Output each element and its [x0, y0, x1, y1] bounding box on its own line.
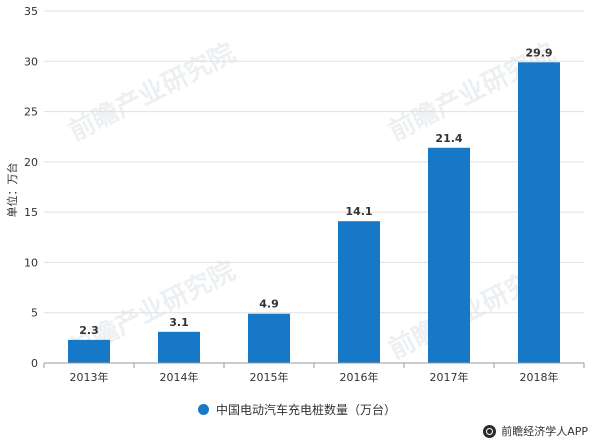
- credit: 前瞻经济学人APP: [483, 423, 588, 439]
- legend: 中国电动汽车充电桩数量（万台）: [0, 401, 594, 418]
- y-axis-label: 单位：万台: [5, 163, 19, 218]
- bar: [248, 313, 290, 363]
- legend-label: 中国电动汽车充电桩数量（万台）: [215, 403, 396, 417]
- y-tick-label: 35: [24, 5, 38, 18]
- bar: [158, 331, 200, 363]
- x-tick-label: 2014年: [160, 370, 199, 384]
- y-tick-label: 15: [24, 206, 38, 219]
- bar-value-label: 29.9: [525, 46, 552, 59]
- y-tick-label: 0: [31, 357, 38, 370]
- x-tick-label: 2017年: [430, 370, 469, 384]
- y-tick-label: 25: [24, 106, 38, 119]
- bar: [338, 221, 380, 363]
- bar: [428, 147, 470, 363]
- legend-marker: [197, 404, 209, 415]
- y-tick-label: 5: [31, 307, 38, 320]
- x-axis-ticks: 2013年 2014年 2015年 2016年 2017年 2018年: [43, 363, 585, 384]
- bar-value-label: 21.4: [435, 132, 462, 145]
- credit-text: 前瞻经济学人APP: [501, 425, 588, 438]
- value-labels: 2.3 3.1 4.9 14.1 21.4 29.9: [79, 46, 552, 337]
- bar: [68, 339, 110, 363]
- y-tick-label: 20: [24, 156, 38, 169]
- y-axis-ticks: 0 5 10 15 20 25 30 35: [24, 5, 38, 370]
- x-tick-label: 2016年: [340, 370, 379, 384]
- app-logo-icon: [483, 424, 497, 438]
- bar-value-label: 14.1: [345, 205, 372, 218]
- bar-value-label: 3.1: [169, 316, 189, 329]
- y-tick-label: 30: [24, 55, 38, 68]
- bar: [518, 62, 560, 363]
- bar-value-label: 2.3: [79, 324, 99, 337]
- y-tick-label: 10: [24, 256, 38, 269]
- bar-value-label: 4.9: [259, 298, 279, 311]
- x-tick-label: 2018年: [520, 370, 559, 384]
- x-tick-label: 2013年: [70, 370, 109, 384]
- grid-lines: [44, 10, 584, 314]
- x-tick-label: 2015年: [250, 370, 289, 384]
- bars: [68, 62, 560, 363]
